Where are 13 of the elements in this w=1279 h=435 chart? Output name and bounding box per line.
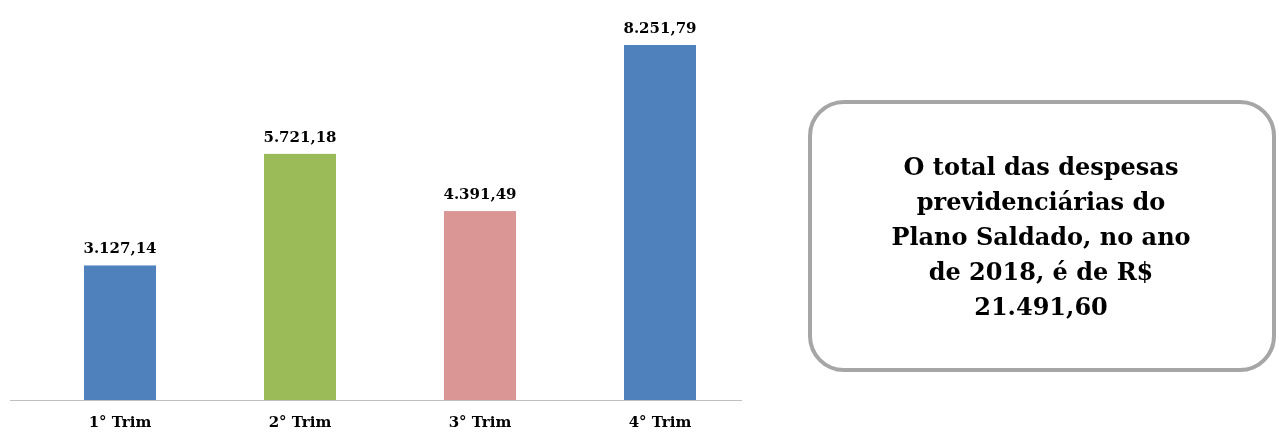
bar [84, 265, 156, 400]
data-label: 8.251,79 [623, 19, 697, 37]
bar [444, 211, 516, 400]
data-label: 5.721,18 [263, 127, 337, 146]
bar [624, 45, 696, 400]
x-tick-label: 3° Trim [448, 413, 512, 431]
bar [264, 153, 336, 400]
data-label: 3.127,14 [83, 239, 157, 258]
x-tick-label: 2° Trim [268, 413, 332, 431]
text: O total das despesas previdenciárias do Plano Saldado, no ano de 2018, é de R$ 21.491,60 [891, 152, 1191, 322]
data-label: 4.391,49 [443, 185, 517, 204]
x-tick-label: 4° Trim [628, 413, 692, 431]
x-tick-label: 1° Trim [88, 413, 152, 431]
